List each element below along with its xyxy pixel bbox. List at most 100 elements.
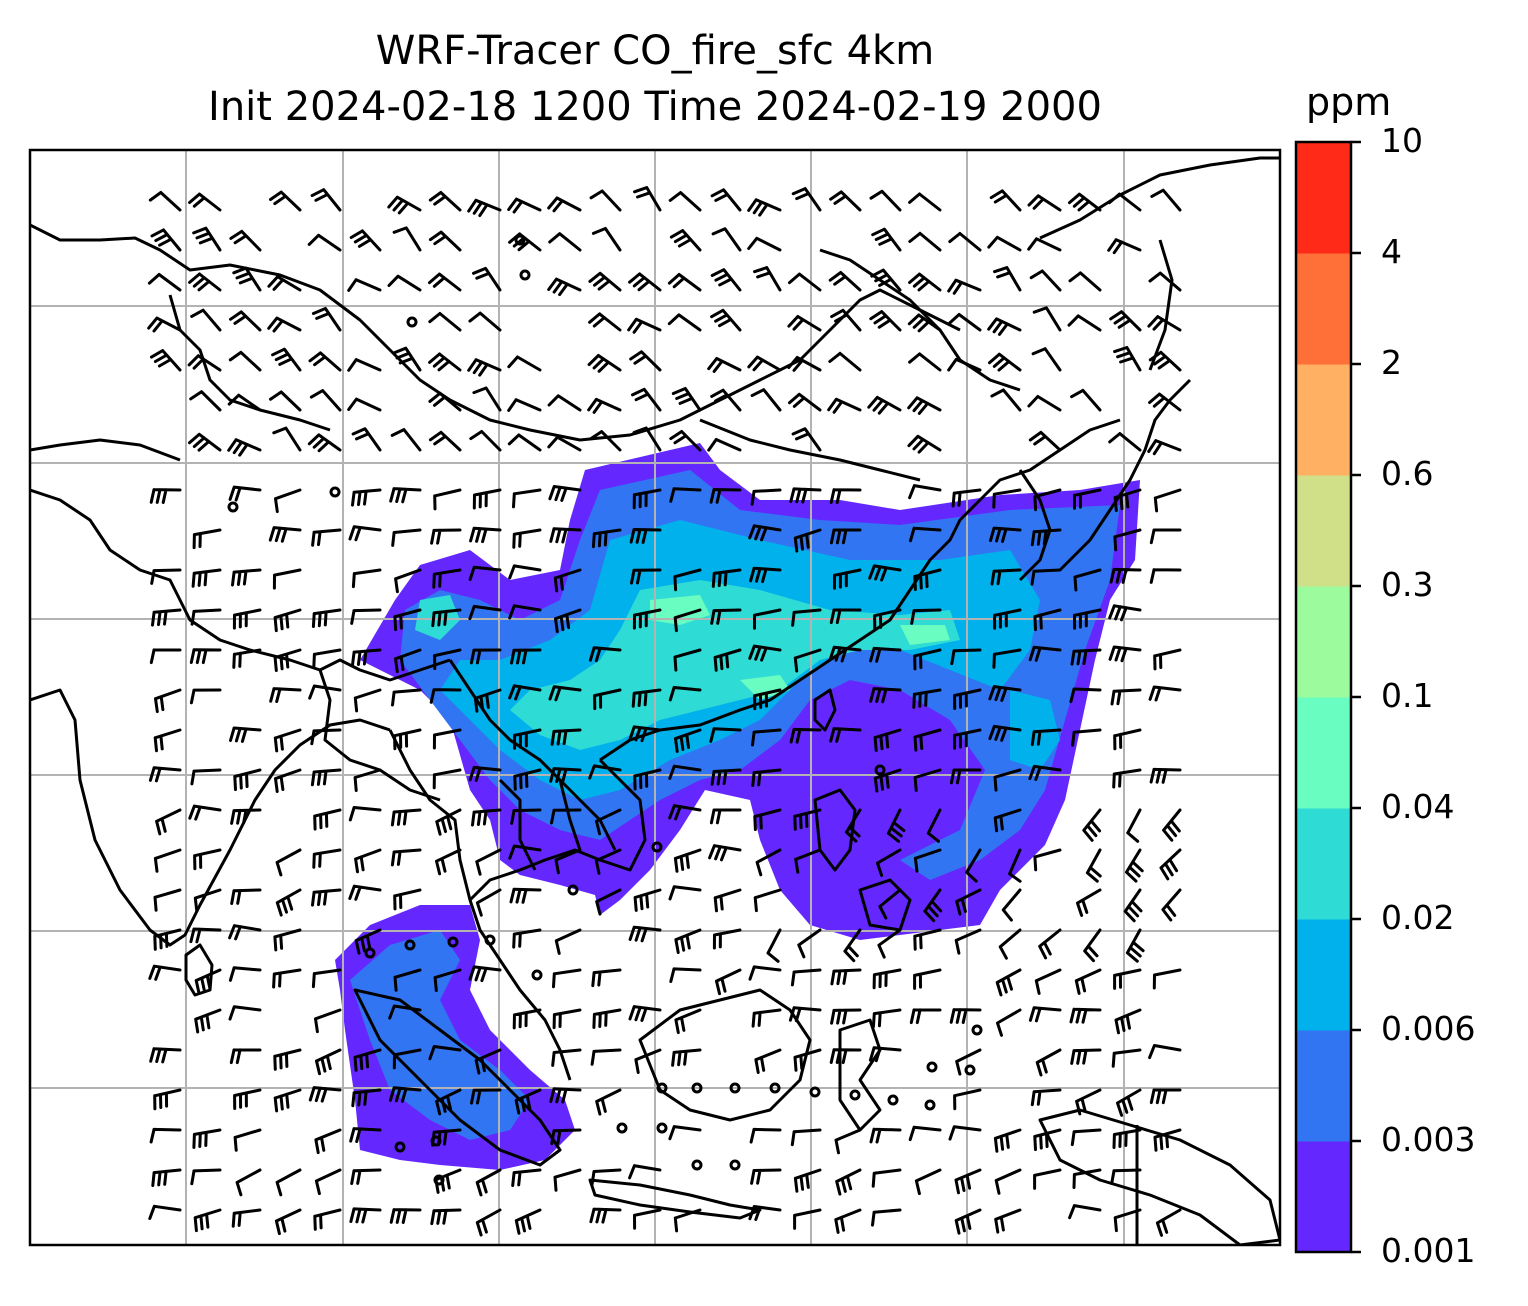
wind-barb [475, 1168, 502, 1197]
wind-barb [593, 688, 622, 711]
wind-barb [1149, 1088, 1182, 1105]
wind-barb [628, 1164, 662, 1180]
wind-barb [475, 888, 502, 917]
wind-barb [628, 925, 662, 943]
wind-barb [869, 687, 902, 704]
wind-barb [908, 192, 942, 212]
wind-barb [668, 804, 702, 821]
colorbar-segment [1296, 919, 1351, 1031]
calm-circle [447, 936, 459, 948]
wind-barb [1149, 767, 1182, 784]
wind-barb [748, 965, 782, 981]
wind-barb [766, 928, 782, 963]
wind-barb [748, 524, 782, 542]
wind-barb [589, 189, 622, 212]
wind-barb [393, 728, 422, 751]
wind-barb [926, 808, 942, 843]
wind-barb [707, 357, 742, 373]
colorbar-tick-label: 4 [1381, 232, 1402, 271]
wind-barb [1114, 1008, 1142, 1035]
wind-barb [753, 608, 782, 630]
wind-barb [468, 565, 502, 581]
wind-barb [428, 430, 462, 452]
coast-sulawesi [838, 1018, 882, 1132]
calm-circle [433, 1174, 445, 1186]
calm-circle [926, 1061, 938, 1073]
wind-barb [633, 1208, 662, 1230]
wind-barb [1125, 848, 1144, 883]
wind-barb [633, 768, 662, 791]
wind-barb [674, 728, 702, 753]
wind-barb [468, 604, 502, 621]
wind-barb [707, 438, 742, 452]
wind-barb [989, 189, 1022, 212]
wind-barb [392, 1048, 422, 1070]
wind-barb [869, 646, 902, 663]
wind-barb [673, 848, 702, 873]
wind-barb [993, 266, 1022, 292]
wind-barb [948, 1125, 982, 1141]
wind-barb [349, 1127, 382, 1143]
wind-barb [148, 964, 182, 981]
wind-barb [228, 485, 262, 502]
colorbar-segment [1296, 586, 1351, 698]
wind-barb [272, 426, 302, 452]
wind-barb [747, 198, 782, 217]
wind-barb [548, 232, 582, 252]
wind-barb [311, 608, 342, 628]
coast-taiwan [813, 688, 837, 732]
wind-barb [394, 568, 422, 594]
wind-barb [549, 767, 582, 784]
colorbar-unit-label: ppm [1306, 80, 1392, 124]
wind-barb [509, 887, 542, 904]
wind-barb [588, 312, 622, 332]
wind-barb [908, 352, 942, 372]
wind-barb [150, 349, 182, 372]
colorbar-tick-label: 0.003 [1381, 1120, 1476, 1159]
wind-barb [1147, 315, 1182, 332]
wind-barb [1082, 808, 1102, 842]
calm-circle [656, 1122, 668, 1134]
wind-barb [1149, 568, 1182, 584]
wind-barb [868, 564, 902, 582]
wind-barb [188, 804, 222, 821]
wind-barb [908, 231, 942, 252]
wind-barb [789, 727, 822, 744]
wind-barb [1152, 968, 1182, 990]
wind-barb [872, 968, 902, 990]
wind-barb [1150, 188, 1182, 212]
wind-barb [153, 888, 182, 912]
wind-barb [1067, 314, 1102, 332]
wind-barb [750, 388, 782, 412]
wind-barb [552, 968, 582, 989]
wind-barb [1028, 1006, 1062, 1023]
colorbar-tick-label: 0.1 [1381, 676, 1434, 715]
wind-barb [549, 1087, 582, 1104]
wind-barb [347, 397, 382, 412]
wind-barb [310, 768, 342, 787]
wind-barb [868, 1046, 902, 1063]
wind-barb [869, 310, 902, 332]
wind-barb [313, 808, 342, 831]
wind-barb [590, 1168, 622, 1186]
wind-barb [753, 888, 782, 913]
wind-barb [749, 1127, 782, 1144]
wind-barb [712, 928, 742, 950]
wind-barb [147, 273, 182, 292]
wind-barb [148, 1204, 182, 1220]
wind-barb [188, 192, 222, 212]
wind-barb [829, 727, 862, 743]
wind-barb [589, 1207, 622, 1224]
wind-barb [508, 604, 542, 620]
wind-barb [1028, 645, 1062, 662]
wind-barb [554, 608, 582, 634]
wind-barb [354, 848, 382, 874]
wind-barb [1113, 1208, 1142, 1233]
chart-title-line2: Init 2024-02-18 1200 Time 2024-02-19 200… [208, 84, 1102, 130]
wind-barb [871, 1008, 902, 1029]
wind-barb [1147, 439, 1182, 456]
wind-barb [668, 1125, 702, 1141]
wind-barb [871, 1208, 902, 1227]
wind-barb [472, 386, 502, 412]
wind-barb [472, 266, 502, 292]
